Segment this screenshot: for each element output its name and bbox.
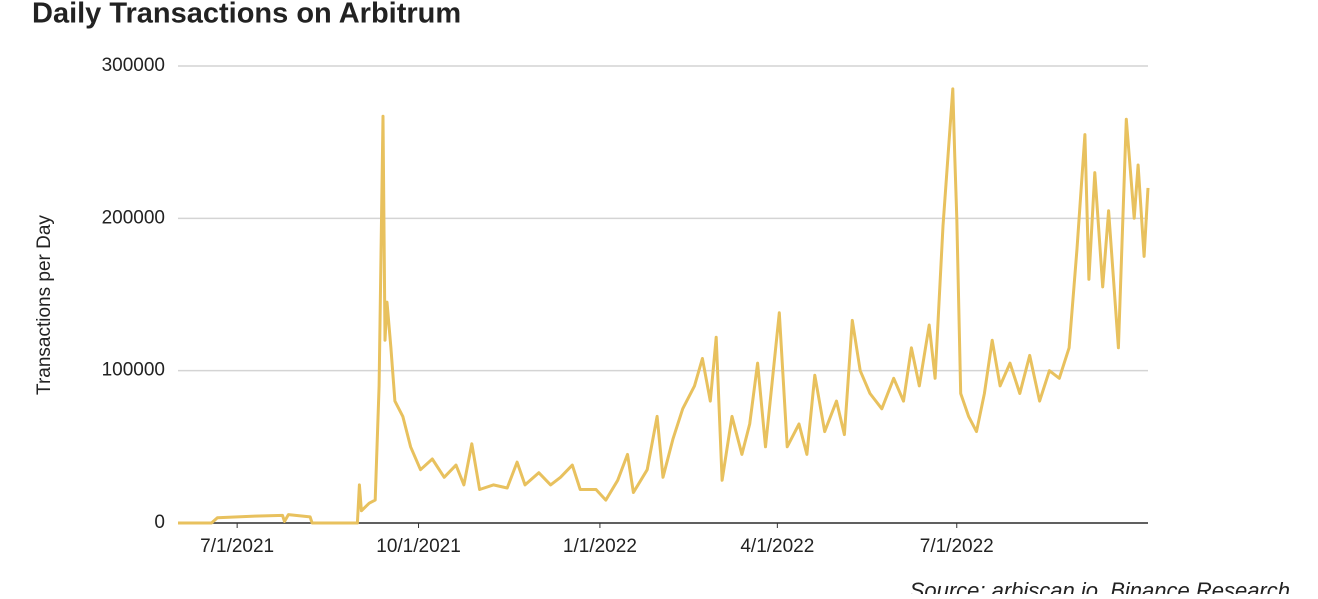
x-tick-label: 10/1/2021 — [376, 536, 461, 557]
y-tick-label: 100000 — [102, 360, 165, 381]
y-tick-label: 300000 — [102, 55, 165, 76]
chart-title: Daily Transactions on Arbitrum — [32, 0, 461, 30]
x-tick-label: 7/1/2021 — [200, 536, 274, 557]
x-tick-label: 1/1/2022 — [563, 536, 637, 557]
y-axis-label: Transactions per Day — [34, 215, 55, 395]
y-tick-label: 200000 — [102, 207, 165, 228]
x-tick-label: 7/1/2022 — [920, 536, 994, 557]
y-tick-label: 0 — [154, 512, 165, 533]
source-note: Source: arbiscan.io, Binance Research — [910, 578, 1290, 594]
data-line — [178, 87, 1150, 525]
x-tick-label: 4/1/2022 — [740, 536, 814, 557]
